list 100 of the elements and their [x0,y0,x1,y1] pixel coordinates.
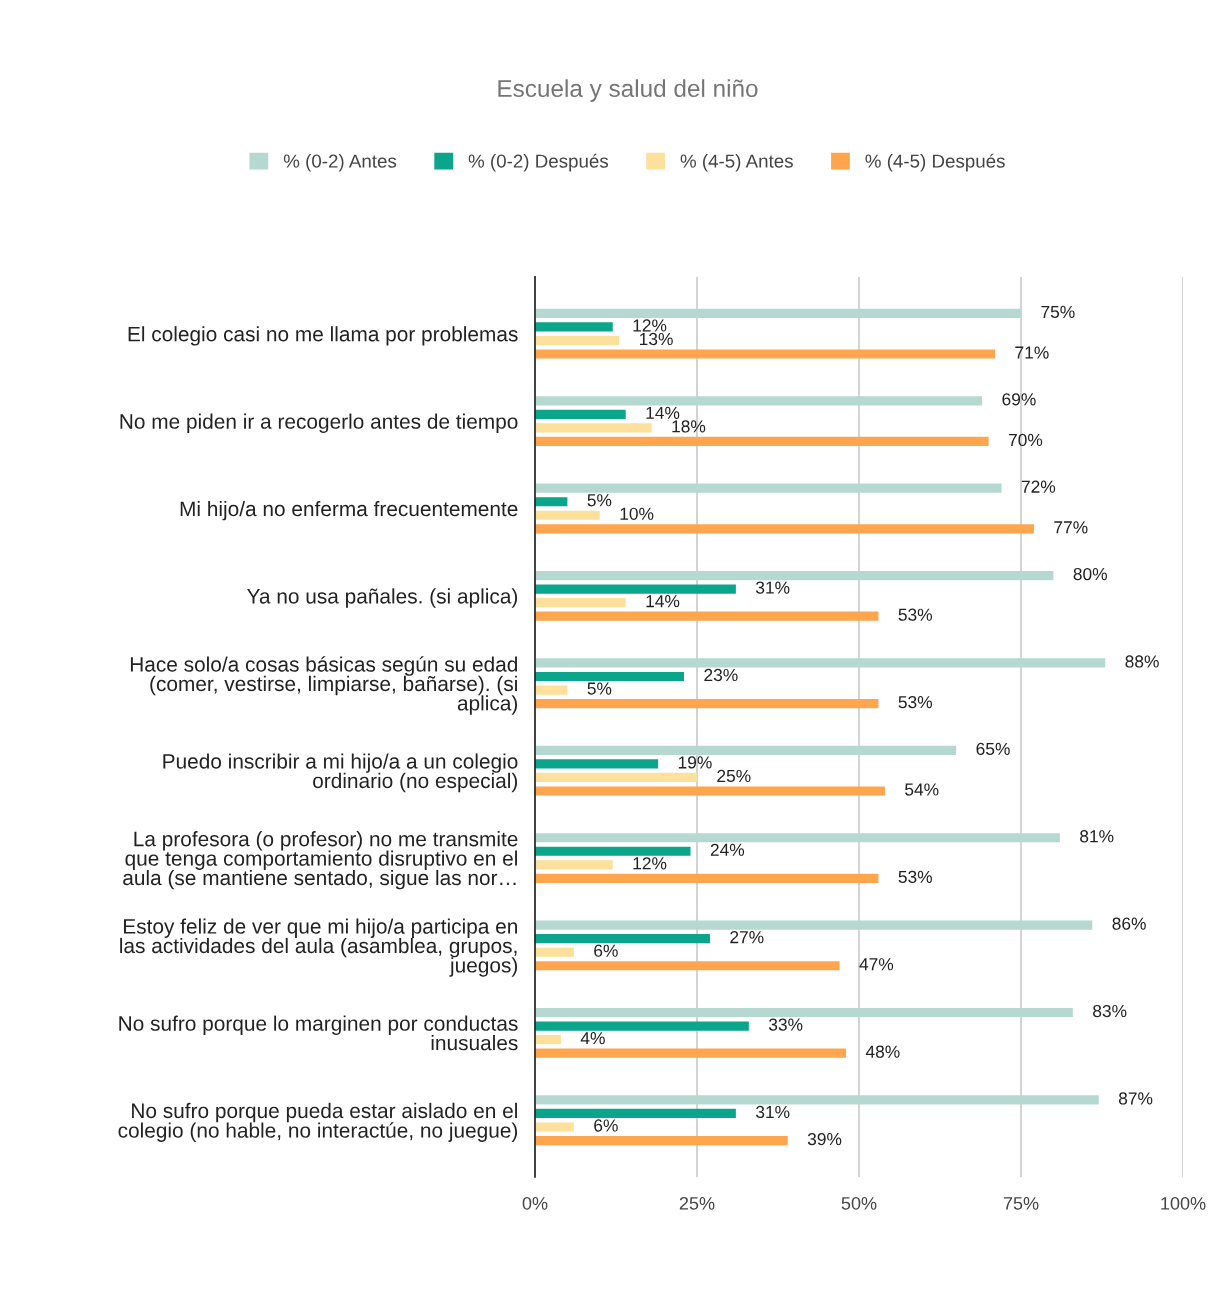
legend-label: % (0-2) Antes [283,153,397,172]
bar [534,1108,736,1119]
bar [534,396,983,406]
data-label: 18% [672,420,706,433]
bar [534,786,885,796]
bar [534,1095,1099,1105]
data-label: 75% [1041,305,1075,319]
bar [534,483,1002,493]
data-label: 5% [587,494,612,507]
bar [534,349,996,359]
bar [534,570,1054,581]
data-label: 33% [768,1018,803,1031]
data-label: 48% [865,1045,900,1058]
legend-label: % (4-5) Después [865,153,1005,172]
data-label: 65% [976,742,1010,756]
data-label: 39% [807,1132,842,1146]
x-tick-label: 75% [1003,1197,1039,1210]
chart-title: Escuela y salud del niño [498,79,758,102]
x-tick-label: 25% [679,1196,715,1210]
data-label: 86% [1112,917,1146,930]
bar [534,846,691,856]
bar [534,1048,847,1058]
data-label: 53% [898,608,933,621]
legend-label: % (4-5) Antes [680,153,793,172]
bar [534,671,685,682]
data-label: 10% [620,507,654,520]
bar [534,759,659,769]
data-label: 14% [646,406,680,419]
data-label: 6% [594,1119,618,1132]
x-tick-label: 50% [841,1196,877,1210]
bar [534,860,613,870]
bar [534,833,1060,843]
x-tick-label: 0% [522,1196,548,1210]
bar [534,1007,1073,1018]
data-label: 80% [1073,567,1107,581]
y-tick-label: Puedo inscribir a mi hijo/a a un colegio ordinario (no especial) [163,753,518,793]
y-tick-label: Ya no usa pañales. (si aplica) [247,588,518,608]
bar [534,873,879,883]
bar [534,699,879,709]
bar [534,947,574,957]
bar [534,584,736,594]
bar [534,1122,574,1132]
data-label: 27% [730,931,764,944]
y-tick-label: No me piden ir a recogerlo antes de tiempo [120,413,518,433]
data-label: 69% [1002,393,1036,406]
data-label: 81% [1080,830,1114,843]
data-label: 72% [1021,480,1056,493]
data-label: 24% [710,843,745,856]
y-tick-label: No sufro porque pueda estar aislado en el colegio (no hable, no interactúe, no juegue) [118,1102,518,1142]
bar [534,961,840,971]
data-label: 4% [580,1032,605,1045]
bar [534,745,957,755]
bar [534,611,879,621]
data-label: 77% [1054,521,1088,534]
bar [534,772,697,783]
legend-label: % (0-2) Después [468,153,609,172]
bar [534,598,626,608]
bar [534,1135,788,1146]
data-label: 83% [1093,1004,1127,1018]
bar [534,322,613,332]
data-label: 70% [1008,433,1043,447]
bar [534,934,710,944]
data-label: 31% [755,1105,790,1119]
data-label: 13% [639,332,673,346]
y-tick-label: No sufro porque lo marginen por conductas inusuales [119,1015,518,1051]
bar [534,423,652,433]
x-tick-label: 100% [1161,1196,1206,1210]
data-label: 12% [633,319,667,332]
bar [534,510,600,520]
data-label: 14% [646,595,680,608]
bar [534,335,620,346]
data-label: 71% [1015,346,1049,359]
bar [534,1035,561,1045]
data-label: 19% [678,756,712,769]
bar [534,658,1106,668]
data-label: 47% [859,958,894,971]
data-label: 23% [704,668,738,682]
bar [534,497,568,507]
bar [534,436,989,447]
bar [534,524,1034,534]
bar [534,409,626,419]
bar [534,308,1021,318]
bar [534,920,1093,930]
data-label: 88% [1125,655,1159,668]
data-label: 25% [717,769,751,783]
bar [534,1021,749,1031]
y-tick-label: El colegio casi no me llama por problemas [128,326,518,346]
data-label: 53% [898,695,933,709]
data-label: 6% [594,944,618,957]
bar [534,685,568,695]
y-tick-label: La profesora (o profesor) no me transmite que tenga comportamiento disruptivo en el aula (se mantiene sentado, sigue las nor… [123,831,518,890]
data-label: 87% [1118,1092,1153,1105]
data-label: 53% [898,870,933,884]
y-tick-label: Estoy feliz de ver que mi hijo/a participa en las actividades del aula (asamblea, grupos, juegos) [120,918,518,977]
y-tick-label: Mi hijo/a no enferma frecuentemente [180,500,518,521]
data-label: 31% [755,581,790,594]
data-label: 5% [587,682,612,695]
data-label: 12% [633,857,667,870]
y-tick-label: Hace solo/a cosas básicas según su edad (comer, vestirse, limpiarse, bañarse). (si aplica) [130,656,518,715]
data-label: 54% [905,783,939,796]
